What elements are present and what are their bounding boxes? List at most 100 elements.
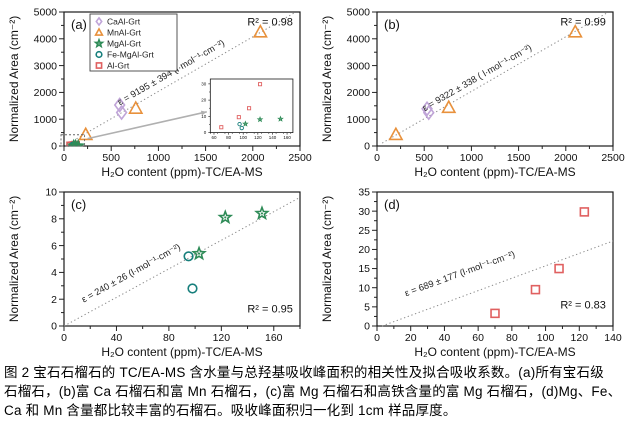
svg-text:0: 0 [51, 141, 57, 153]
marker-Fe-MgAl-Grt [239, 125, 244, 131]
legend-label: MgAl-Grt [107, 39, 142, 49]
figure-caption: 图 2 宝石石榴石的 TC/EA-MS 含水量与总羟基吸收峰面积的相关性及拟合吸… [4, 363, 622, 420]
series-MgAl-Grt [191, 205, 270, 261]
svg-text:10: 10 [45, 187, 57, 199]
svg-text:0: 0 [61, 332, 67, 344]
marker-Al-Grt [219, 125, 224, 130]
svg-text:3000: 3000 [347, 60, 371, 72]
series-CaAl-Grt [113, 97, 128, 121]
y-axis-label: Normalized Area (cm⁻²) [320, 16, 334, 142]
svg-text:2000: 2000 [347, 87, 371, 99]
series-CaAl-Grt [421, 100, 435, 121]
axis-ticks [372, 11, 614, 151]
svg-text:80: 80 [226, 135, 232, 140]
marker-dot [259, 118, 261, 120]
data-layer [381, 11, 609, 144]
legend: CaAl-GrtMnAl-GrtMgAl-GrtFe-MgAl-GrtAl-Gr… [89, 13, 178, 72]
svg-text:500: 500 [415, 152, 433, 164]
zoom-region-box [60, 134, 86, 147]
tick-labels: 0 500 1000 1500 2000 250001000200030004000500… [347, 7, 625, 164]
marker-MnAl-Grt [567, 23, 583, 38]
legend-label: CaAl-Grt [107, 17, 141, 27]
marker-MgAl-Grt [71, 138, 86, 147]
svg-text:20: 20 [358, 244, 370, 256]
marker-CaAl-Grt-legend [95, 16, 103, 27]
svg-text:100: 100 [239, 135, 247, 140]
svg-text:60: 60 [211, 135, 217, 140]
series-MnAl-Grt [78, 23, 268, 141]
x-axis-label: H₂O content (ppm)-TC/EA-MS [101, 345, 262, 359]
series-Al-Grt [219, 82, 263, 130]
svg-text:40: 40 [111, 332, 123, 344]
marker-Al-Grt [579, 207, 590, 217]
chart-grid: 0 500 1000 1500 2000 2500 0 1000 2000 3000 4000 500… [0, 0, 625, 359]
svg-text:35: 35 [358, 187, 370, 199]
svg-text:2000: 2000 [241, 152, 265, 164]
caption-line-3: Ca 和 Mn 含量都比较丰富的石榴石。吸收峰面积归一化到 1cm 样品厚度。 [4, 403, 457, 418]
caption-line-2: 石榴石，(b)富 Ca 石榴石和富 Mn 石榴石，(c)富 Mg 石榴石和高铁含… [4, 384, 622, 399]
svg-text:140: 140 [604, 332, 622, 344]
marker-dot [244, 123, 246, 125]
marker-CaAl-Grt [421, 100, 433, 117]
marker-Fe-MgAl-Grt [183, 251, 194, 262]
svg-text:30: 30 [201, 81, 207, 86]
plot-frame [209, 78, 294, 133]
svg-text:20: 20 [405, 332, 417, 344]
data-layer [219, 82, 284, 131]
svg-text:10: 10 [358, 282, 370, 294]
svg-text:5000: 5000 [347, 7, 371, 19]
caption-line-1: 图 2 宝石石榴石的 TC/EA-MS 含水量与总羟基吸收峰面积的相关性及拟合吸… [4, 365, 604, 380]
svg-text:1000: 1000 [34, 114, 58, 126]
svg-text:160: 160 [265, 332, 283, 344]
series-MnAl-Grt [388, 23, 583, 141]
r-squared-label: R² = 0.99 [560, 16, 606, 28]
svg-text:5: 5 [364, 302, 370, 314]
svg-text:3000: 3000 [34, 60, 58, 72]
marker-Al-Grt [554, 263, 564, 274]
tick-labels: 60 80 100 120 140 160 0 10 20 30 [201, 81, 291, 139]
panel-letter: (b) [384, 17, 400, 32]
tick-labels: 0 40 80 120 160 0 2 4 6 8 10 [45, 187, 282, 344]
panel-letter: (a) [71, 17, 87, 32]
svg-text:1000: 1000 [347, 114, 371, 126]
marker-Al-Grt [236, 115, 241, 120]
svg-text:0: 0 [204, 130, 207, 135]
marker-MnAl-Grt [388, 126, 404, 141]
panel-letter: (d) [384, 197, 400, 212]
marker-dot [197, 252, 201, 255]
svg-text:0: 0 [374, 332, 380, 344]
svg-text:80: 80 [163, 332, 175, 344]
chart-panel-a: 0 500 1000 1500 2000 250001000200030004000500… [7, 7, 312, 179]
panel-letter: (c) [71, 197, 86, 212]
marker-Al-Grt [257, 82, 263, 87]
svg-text:2: 2 [51, 294, 57, 306]
marker-MgAl-Grt [254, 205, 270, 221]
svg-text:4000: 4000 [347, 33, 371, 45]
axis-ticks [59, 11, 301, 151]
panel-a: 0 500 1000 1500 2000 2500 0 1000 2000 3000 4000 500… [0, 0, 313, 180]
axis-ticks [59, 191, 301, 331]
marker-MnAl-Grt [252, 23, 268, 38]
marker-dot [224, 216, 227, 219]
tick-labels: 0 500 1000 1500 2000 250001000200030004000500… [34, 7, 312, 164]
svg-text:1500: 1500 [194, 152, 218, 164]
svg-text:40: 40 [439, 332, 451, 344]
svg-text:25: 25 [358, 225, 370, 237]
data-layer [63, 196, 301, 327]
legend-label: Al-Grt [107, 61, 130, 71]
y-axis-label: Normalized Area (cm⁻²) [7, 16, 21, 142]
tick-labels: 0 20 40 60 80 100 120 140 0 5 10 15 20 25 30 35 [358, 187, 622, 344]
series-Fe-MgAl-Grt [183, 251, 198, 294]
marker-Al-Grt [247, 106, 252, 111]
plot-frame [63, 191, 301, 327]
svg-text:0: 0 [364, 141, 370, 153]
svg-text:1000: 1000 [460, 152, 484, 164]
svg-text:0: 0 [51, 321, 57, 333]
svg-text:1000: 1000 [147, 152, 171, 164]
series-Fe-MgAl-Grt [237, 121, 244, 131]
series-Al-Grt [490, 207, 590, 319]
svg-text:5000: 5000 [34, 7, 58, 19]
svg-text:120: 120 [571, 332, 589, 344]
chart-panel-b: 0 500 1000 1500 2000 2500 0 1000 2000 3000 4000 500… [320, 7, 625, 179]
marker-Fe-MgAl-Grt [237, 121, 242, 127]
